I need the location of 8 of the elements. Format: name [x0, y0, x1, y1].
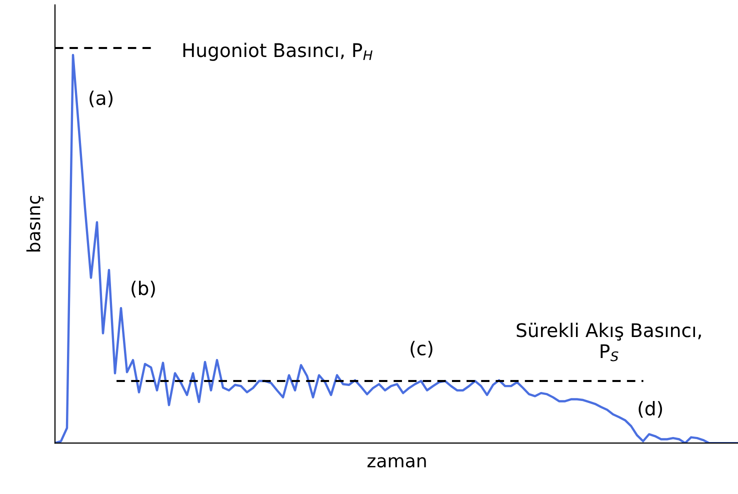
- ref-line-label: Sürekli Akış Basıncı, P$_{S}$: [516, 322, 701, 362]
- y-axis-title: basınç: [26, 196, 44, 252]
- ref-line-label: Hugoniot Basıncı, P$_{H}$: [183, 42, 372, 61]
- annotation: (d): [638, 401, 662, 418]
- annotation: (b): [132, 280, 155, 298]
- annotation: (c): [410, 340, 432, 358]
- x-axis-title: zaman: [368, 457, 426, 468]
- annotation: (a): [90, 90, 112, 108]
